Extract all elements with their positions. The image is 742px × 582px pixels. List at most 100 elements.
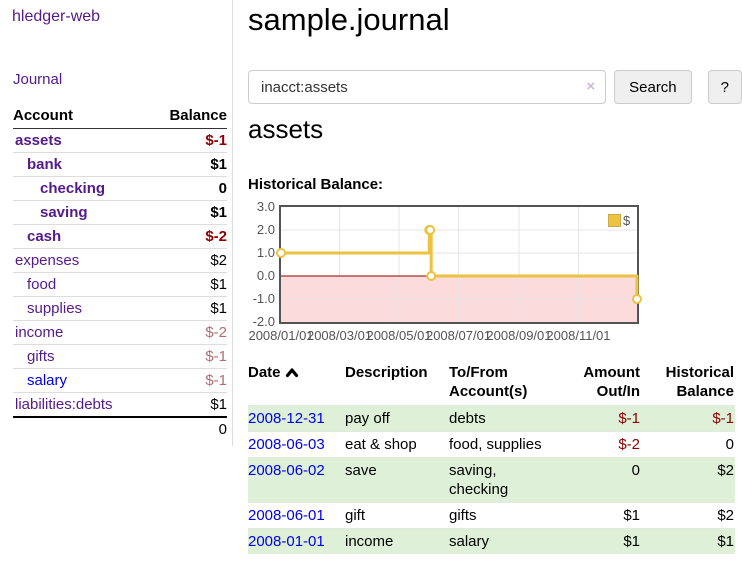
transaction-date-link[interactable]: 2008-06-01 bbox=[248, 507, 325, 524]
y-axis-tick-label: 2.0 bbox=[256, 222, 275, 237]
register-row: 2008-06-03 eat & shop food, supplies $-2… bbox=[248, 431, 735, 458]
transaction-accounts: gifts bbox=[449, 502, 561, 529]
account-row-assets: assets $-1 bbox=[13, 129, 227, 153]
legend-swatch-icon bbox=[608, 214, 621, 227]
account-row-expenses: expenses $2 bbox=[13, 248, 227, 273]
transaction-balance: $1 bbox=[641, 528, 735, 554]
register-header-balance: Historical Balance bbox=[665, 364, 734, 400]
accounts-total-row: 0 bbox=[13, 416, 227, 441]
account-heading: assets bbox=[248, 114, 324, 144]
transaction-amount: $1 bbox=[561, 502, 641, 529]
sidebar: hledger-web Journal Account Balance asse… bbox=[0, 0, 233, 446]
register-table: Date Description To/From Account(s) Amou… bbox=[248, 360, 735, 554]
account-link-food[interactable]: food bbox=[27, 276, 57, 293]
search-form: × Search ? bbox=[248, 70, 742, 104]
account-balance: $2 bbox=[163, 248, 227, 273]
account-balance: $1 bbox=[163, 296, 227, 321]
transaction-amount: $1 bbox=[561, 528, 641, 554]
account-link-liabilities-debts[interactable]: liabilities:debts bbox=[15, 396, 113, 413]
search-button[interactable]: Search bbox=[614, 70, 692, 104]
register-row: 2008-01-01 income salary $1 $1 bbox=[248, 528, 735, 554]
account-row-income: income $-2 bbox=[13, 320, 227, 345]
account-row-supplies: supplies $1 bbox=[13, 296, 227, 321]
page-title: sample.journal bbox=[248, 2, 450, 37]
accounts-table: Account Balance assets $-1 bank $1 check… bbox=[13, 104, 227, 441]
transaction-amount: $-2 bbox=[561, 431, 641, 458]
register-header-date[interactable]: Date bbox=[248, 360, 345, 406]
accounts-total-balance: 0 bbox=[163, 416, 227, 441]
account-link-bank[interactable]: bank bbox=[27, 156, 63, 173]
account-balance: $-1 bbox=[205, 132, 227, 149]
register-header-accounts: To/From Account(s) bbox=[449, 364, 528, 400]
help-button[interactable]: ? bbox=[707, 70, 742, 104]
transaction-balance: $2 bbox=[641, 502, 735, 529]
register-header-row: Date Description To/From Account(s) Amou… bbox=[248, 360, 735, 406]
account-link-assets[interactable]: assets bbox=[15, 132, 62, 149]
transaction-description: save bbox=[345, 457, 449, 503]
x-axis-tick-label: 2008/01/01 bbox=[248, 328, 314, 343]
account-link-cash[interactable]: cash bbox=[27, 228, 62, 245]
transaction-date-link[interactable]: 2008-12-31 bbox=[248, 410, 325, 427]
transaction-amount: $-1 bbox=[561, 405, 641, 432]
transaction-date-link[interactable]: 2008-06-03 bbox=[248, 436, 325, 453]
account-link-checking[interactable]: checking bbox=[40, 180, 106, 197]
transaction-amount: 0 bbox=[561, 457, 641, 503]
accounts-header-row: Account Balance bbox=[13, 104, 227, 129]
account-balance: $1 bbox=[163, 272, 227, 297]
transaction-date-link[interactable]: 2008-06-02 bbox=[248, 462, 325, 479]
transaction-accounts: food, supplies bbox=[449, 431, 561, 458]
transaction-description: pay off bbox=[345, 405, 449, 432]
sort-ascending-icon bbox=[285, 364, 299, 383]
x-axis-tick-label: 2008/03/01 bbox=[306, 328, 373, 343]
y-axis-tick-label: -1.0 bbox=[252, 291, 275, 306]
account-row-bank: bank $1 bbox=[13, 152, 227, 177]
account-link-income[interactable]: income bbox=[15, 324, 64, 341]
x-axis-tick-label: 2008/09/01 bbox=[486, 328, 552, 343]
register-row: 2008-06-01 gift gifts $1 $2 bbox=[248, 502, 735, 529]
transaction-balance: 0 bbox=[641, 431, 735, 458]
brand-link[interactable]: hledger-web bbox=[12, 8, 101, 25]
historical-balance-chart[interactable]: $ 3.0 2.0 1.0 0.0 -1.0 -2.0 2008/01/01 2008/03/… bbox=[248, 199, 652, 345]
register-row: 2008-06-02 save saving, checking 0 $2 bbox=[248, 457, 735, 503]
account-balance: 0 bbox=[163, 176, 227, 201]
accounts-header-account: Account bbox=[13, 104, 163, 129]
accounts-header-balance: Balance bbox=[163, 104, 227, 129]
chart-legend: $ bbox=[608, 213, 630, 228]
transaction-accounts: salary bbox=[449, 528, 561, 554]
account-balance: $1 bbox=[163, 152, 227, 177]
chart-plot-area[interactable] bbox=[276, 205, 642, 324]
register-header-description: Description bbox=[345, 364, 428, 381]
transaction-balance: $-1 bbox=[641, 405, 735, 432]
account-row-saving: saving $1 bbox=[13, 200, 227, 225]
account-balance: $1 bbox=[163, 200, 227, 225]
x-axis-tick-label: 2008/07/01 bbox=[425, 328, 492, 343]
register-header-amount: Amount Out/In bbox=[583, 364, 640, 400]
transaction-balance: $2 bbox=[641, 457, 735, 503]
legend-label: $ bbox=[623, 213, 631, 228]
account-link-saving[interactable]: saving bbox=[40, 204, 88, 221]
account-link-gifts[interactable]: gifts bbox=[27, 348, 55, 365]
transaction-description: eat & shop bbox=[345, 431, 449, 458]
transaction-date-link[interactable]: 2008-01-01 bbox=[248, 533, 325, 550]
account-balance: $-2 bbox=[163, 224, 227, 249]
y-axis-tick-label: 0.0 bbox=[256, 268, 275, 283]
account-row-liabilities-debts: liabilities:debts $1 bbox=[13, 392, 227, 417]
account-link-supplies[interactable]: supplies bbox=[27, 300, 83, 317]
date-column-label: Date bbox=[248, 364, 281, 381]
account-balance: $-1 bbox=[163, 344, 227, 369]
account-link-salary[interactable]: salary bbox=[27, 372, 68, 389]
transaction-description: gift bbox=[345, 502, 449, 529]
account-link-expenses[interactable]: expenses bbox=[15, 252, 80, 269]
main-content: sample.journal × Search ? assets Histori… bbox=[248, 0, 742, 554]
clear-search-icon[interactable]: × bbox=[586, 78, 596, 95]
account-row-food: food $1 bbox=[13, 272, 227, 297]
transaction-accounts: saving, checking bbox=[449, 457, 561, 503]
search-input[interactable] bbox=[248, 70, 607, 104]
x-axis-tick-label: 2008/11/01 bbox=[546, 328, 611, 343]
chart-label: Historical Balance: bbox=[248, 176, 384, 193]
y-axis-tick-label: 3.0 bbox=[256, 199, 275, 214]
nav-journal-link[interactable]: Journal bbox=[13, 71, 63, 88]
x-axis-tick-label: 2008/05/01 bbox=[366, 328, 432, 343]
account-balance: $1 bbox=[163, 392, 227, 417]
